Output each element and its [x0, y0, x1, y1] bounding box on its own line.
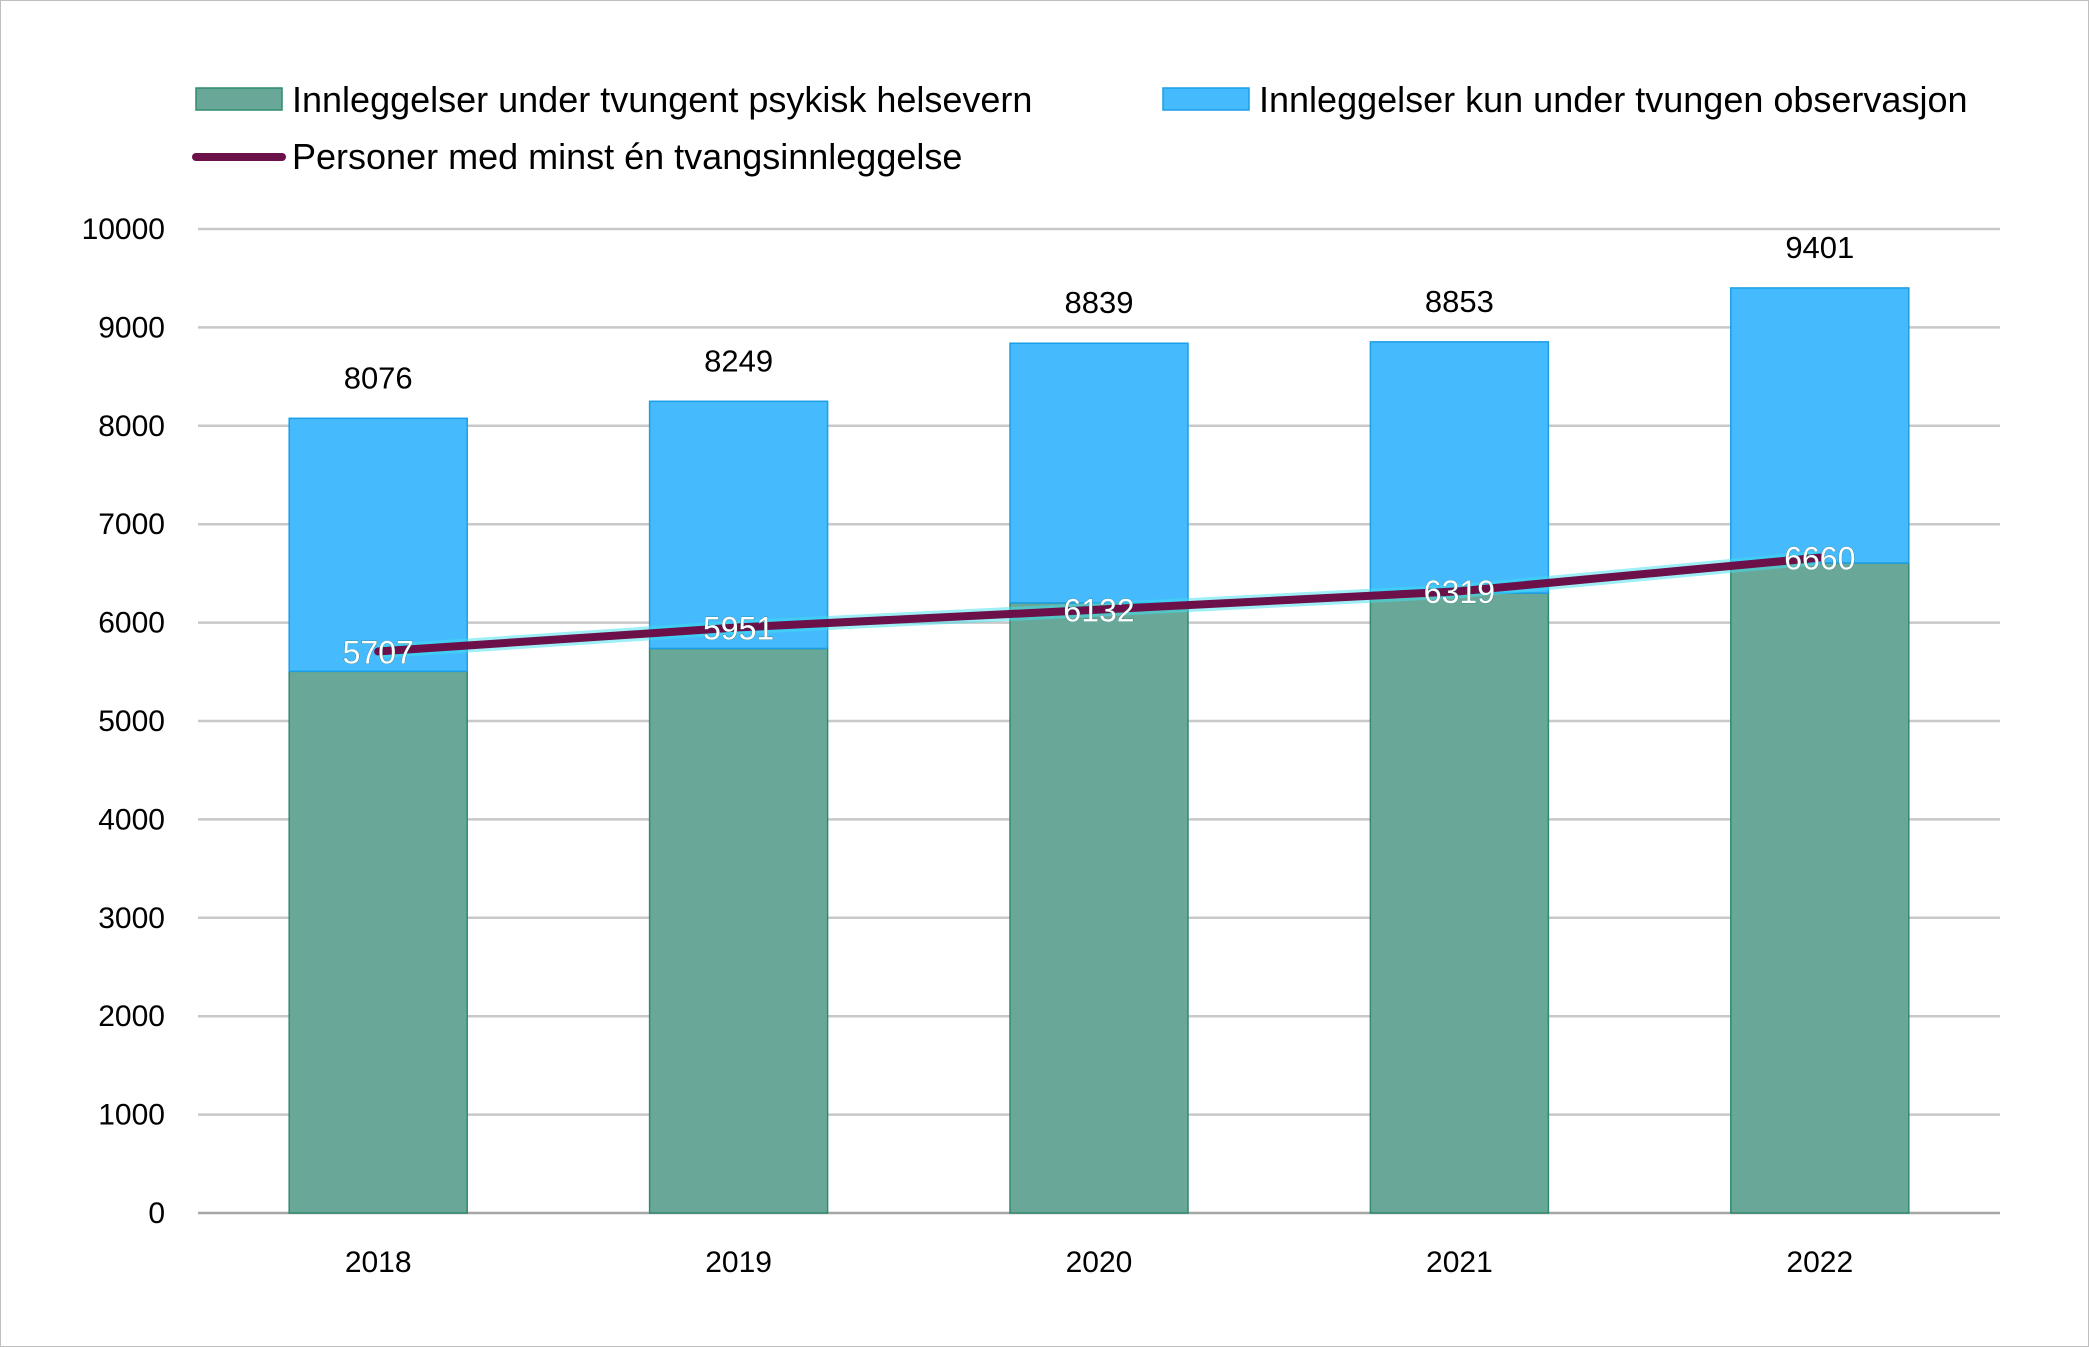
bar-segment-tvungent-helsevern	[288, 670, 468, 1214]
y-tick-label: 10000	[82, 213, 165, 246]
bar-segment-tvungen-observasjon	[1009, 342, 1189, 604]
x-tick-label: 2018	[345, 1246, 412, 1279]
y-tick-label: 7000	[98, 508, 165, 541]
line-data-label: 5707	[343, 634, 414, 670]
total-data-label: 8076	[344, 360, 413, 395]
bar-segment-tvungent-helsevern	[1009, 602, 1189, 1214]
legend-swatch-tvungen-observasjon	[1162, 87, 1250, 111]
x-tick-label: 2022	[1786, 1246, 1853, 1279]
y-tick-label: 1000	[98, 1099, 165, 1132]
total-data-label: 8839	[1065, 285, 1134, 320]
bar-segment-tvungent-helsevern	[1730, 562, 1910, 1214]
bar-segment-tvungen-observasjon	[1369, 341, 1550, 594]
legend-label-tvungent-helsevern: Innleggelser under tvungent psykisk hels…	[292, 79, 1032, 120]
total-data-label: 8853	[1425, 284, 1494, 319]
line-data-label: 5951	[703, 610, 774, 646]
x-tick-label: 2019	[705, 1246, 772, 1279]
legend-label-tvungen-observasjon: Innleggelser kun under tvungen observasj…	[1259, 79, 1968, 120]
line-data-label: 6132	[1063, 593, 1134, 629]
legend-swatch-tvungent-helsevern	[195, 87, 283, 111]
line-personer	[374, 553, 1824, 656]
bar-segment-tvungent-helsevern	[1369, 592, 1550, 1214]
y-tick-label: 8000	[98, 410, 165, 443]
y-tick-label: 5000	[98, 705, 165, 738]
y-tick-label: 0	[148, 1197, 165, 1230]
x-tick-label: 2020	[1066, 1246, 1133, 1279]
legend-label-personer: Personer med minst én tvangsinnleggelse	[292, 136, 962, 177]
line-data-label: 6319	[1424, 574, 1495, 610]
y-tick-label: 2000	[98, 1000, 165, 1033]
x-tick-label: 2021	[1426, 1246, 1493, 1279]
bar-segment-tvungen-observasjon	[648, 400, 829, 650]
y-tick-label: 6000	[98, 607, 165, 640]
y-tick-label: 3000	[98, 902, 165, 935]
bar-segment-tvungen-observasjon	[1730, 287, 1910, 564]
y-tick-label: 4000	[98, 803, 165, 836]
line-data-label: 6660	[1784, 541, 1855, 577]
total-data-label: 8249	[704, 343, 773, 378]
bar-segment-tvungent-helsevern	[648, 647, 829, 1214]
bar-segment-tvungen-observasjon	[288, 417, 468, 673]
y-tick-label: 9000	[98, 311, 165, 344]
total-data-label: 9401	[1785, 230, 1854, 265]
